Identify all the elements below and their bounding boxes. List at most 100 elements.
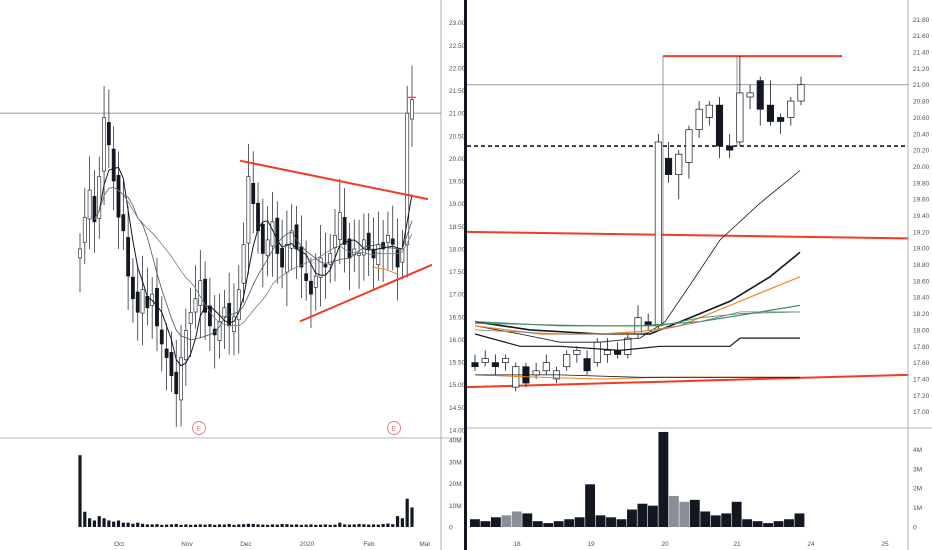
left-candle-body [299,246,304,268]
right-x-tick-label: 20 [661,541,669,548]
left-volume-bar [140,523,145,527]
left-candle-body [328,253,333,265]
right-volume-bar [658,431,669,527]
left-candle-body [222,307,227,318]
right-volume-bar [627,509,637,527]
left-candle-body [78,248,82,259]
right-volume-tick-label: 0 [913,525,917,532]
left-x-tick-label: Nov [181,541,193,548]
left-moving-average-line [94,186,413,341]
right-volume-bar [784,519,794,527]
right-candle-body [624,337,632,355]
left-y-tick-label: 16.00 [449,337,466,344]
left-y-tick-label: 20.50 [449,133,466,140]
left-volume-bar [136,522,140,527]
right-volume-bar [585,484,596,527]
left-candle-body [87,189,92,220]
right-x-tick-label: 25 [881,541,889,548]
left-y-tick-label: 14.50 [449,405,466,412]
left-volume-bar [294,524,299,527]
left-volume-bar [121,522,125,527]
right-volume-tick-label: 2M [913,486,922,493]
left-candle-body [289,230,294,249]
left-candle-body [333,235,337,249]
left-volume-bar [227,523,231,527]
left-volume-bar [116,520,121,527]
left-candle-body [131,276,135,300]
right-candle-body [583,358,591,372]
right-candle-body [573,350,581,355]
left-volume-bar [165,524,169,527]
left-y-tick-label: 21.50 [449,88,466,95]
left-volume-bar [391,524,395,527]
left-y-tick-label: 22.00 [449,65,466,72]
right-candle-body [736,92,744,143]
left-volume-bar [145,524,149,527]
left-volume-bar [217,524,222,527]
left-upper-trendline [239,159,429,201]
right-y-tick-label: 20.00 [913,164,930,171]
left-candle-body [405,112,410,246]
right-candle-body [593,341,601,363]
left-orange-ma-line [371,266,398,275]
left-y-tick-label: 19.00 [449,201,466,208]
left-candle-body [140,289,145,314]
left-candle-body [174,371,179,395]
right-volume-bar [532,521,543,527]
left-volume-bar [338,522,342,527]
left-candle-body [179,357,183,401]
right-volume-tick-label: 4M [913,447,922,454]
left-volume-bar [126,522,130,527]
left-candle-body [280,248,284,268]
right-y-tick-label: 20.80 [913,99,930,106]
left-candle-body [97,176,102,219]
left-y-tick-label: 18.00 [449,246,466,253]
left-lower-trendline [299,263,433,323]
left-volume-tick-label: 0 [449,525,453,532]
left-volume-bar [203,524,207,527]
left-volume-bar [381,523,385,527]
right-y-tick-label: 17.40 [913,376,930,383]
right-candle-body [777,117,785,122]
left-volume-bar [352,524,356,527]
left-volume-bar [343,524,347,527]
right-candle-body [726,145,734,151]
left-volume-bar [78,455,82,527]
left-y-tick-label: 20.00 [449,156,466,163]
left-candle-body [116,174,121,218]
left-volume-bar [275,524,279,527]
right-moving-average-line [474,333,800,352]
right-candle-body [756,80,764,110]
right-candle-body [471,362,479,368]
right-y-tick-label: 18.20 [913,311,930,318]
left-candle-body [183,330,188,360]
left-volume-bar [376,524,380,527]
left-volume-bar [323,524,327,527]
right-volume-bar [564,519,575,527]
left-daily-panel: 14.00 14.50 15.00 15.50 16.00 16.50 17.00 17.50… [0,0,466,550]
left-candle-body [198,280,203,306]
left-candle-body [193,298,198,313]
right-y-tick-label: 17.60 [913,360,930,367]
left-candle-body [318,257,323,278]
right-candle-body [715,104,724,147]
right-volume-tick-label: 1M [913,505,922,512]
left-volume-bar [362,524,366,527]
right-y-tick-label: 19.20 [913,229,930,236]
right-candle-body [797,84,805,102]
left-volume-bar [102,518,106,527]
right-candle-body [787,100,795,118]
left-volume-bar [256,524,260,527]
earnings-marker-label: E [197,426,202,433]
left-volume-bar [198,524,202,527]
left-candle-body [203,278,208,313]
right-upper-trendline [466,230,909,240]
left-volume-bar [309,524,313,527]
right-volume-bar [490,517,501,527]
right-volume-bar [522,513,533,527]
left-x-tick-label: 2020 [300,541,315,548]
left-volume-bar [261,524,265,527]
left-volume-bar [88,518,92,527]
left-candle-body [366,232,371,250]
